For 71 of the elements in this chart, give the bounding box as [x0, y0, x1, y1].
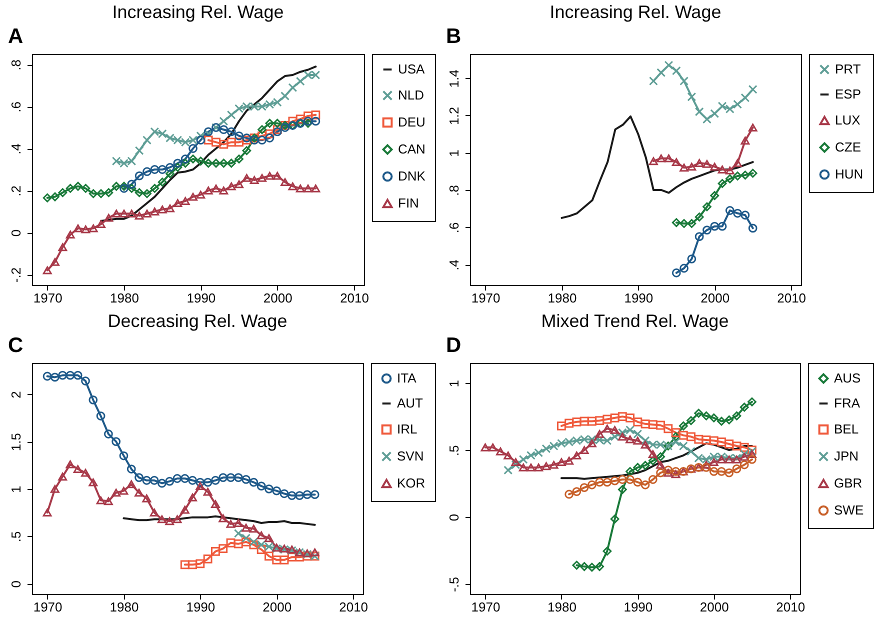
chart-title: Mixed Trend Rel. Wage — [541, 311, 729, 331]
x-tick-label: 1980 — [547, 600, 576, 614]
legend-label: DNK — [398, 168, 426, 184]
x-tick-label: 2010 — [777, 290, 806, 306]
x-tick-label: 1990 — [624, 290, 654, 306]
x-tick-label: 1980 — [110, 600, 139, 614]
y-tick-label: 1.4 — [446, 70, 462, 88]
legend-label: CAN — [398, 142, 426, 156]
legend-label: AUS — [834, 370, 862, 386]
legend-label: HUN — [835, 166, 864, 182]
y-tick-label: 2 — [8, 391, 24, 398]
legend-label: NLD — [398, 88, 424, 102]
legend-label: BEL — [834, 422, 859, 436]
x-tick-label: 1970 — [471, 600, 500, 614]
legend-label: DEU — [398, 114, 426, 130]
chart-title: Increasing Rel. Wage — [550, 2, 722, 22]
chart-title: Increasing Rel. Wage — [112, 2, 284, 22]
legend-label: GBR — [834, 476, 862, 490]
x-tick-label: 2000 — [700, 600, 729, 614]
y-tick-label: 0 — [8, 580, 24, 588]
y-tick-label: .5 — [446, 445, 462, 456]
y-tick-label: .4 — [8, 144, 24, 154]
legend-label: ESP — [835, 86, 862, 102]
x-tick-label: 1990 — [624, 600, 653, 614]
y-tick-label: .8 — [8, 60, 24, 70]
x-tick-label: 1990 — [186, 600, 216, 614]
legend-label: FRA — [834, 396, 860, 410]
x-tick-label: 2000 — [263, 290, 292, 306]
y-tick-label: -.2 — [8, 267, 24, 283]
text: B — [446, 25, 462, 48]
x-tick-label: 2010 — [776, 600, 806, 614]
y-tick-label: 1.5 — [8, 433, 24, 452]
legend-label: CZE — [835, 140, 862, 154]
y-tick-label: .2 — [8, 186, 24, 196]
x-tick-label: 2000 — [262, 600, 292, 614]
text: D — [446, 334, 462, 357]
legend-label: SVN — [397, 448, 424, 464]
legend-label: ITA — [397, 370, 417, 386]
x-tick-label: 1990 — [186, 290, 216, 306]
legend-label: USA — [398, 62, 426, 76]
x-tick-label: 1970 — [33, 290, 62, 306]
legend-label: KOR — [397, 476, 426, 490]
y-tick-label: 0 — [446, 514, 462, 522]
y-tick-label: .4 — [446, 260, 462, 270]
y-tick-label: 1 — [446, 150, 462, 157]
y-tick-label: .6 — [446, 222, 462, 234]
y-tick-label: .8 — [446, 185, 462, 196]
legend-label: LUX — [835, 112, 861, 128]
legend-label: IRL — [397, 422, 418, 436]
x-tick-label: 2010 — [340, 290, 369, 306]
y-tick-label: 1 — [8, 486, 24, 494]
x-tick-label: 2000 — [700, 290, 730, 306]
legend-label: FIN — [398, 196, 419, 210]
chart-title: Decreasing Rel. Wage — [108, 311, 288, 331]
text: C — [8, 334, 24, 357]
legend-label: AUT — [397, 396, 424, 410]
text: A — [8, 25, 24, 48]
legend-label: PRT — [835, 62, 861, 76]
y-tick-label: 1.2 — [446, 106, 462, 126]
x-tick-label: 1970 — [471, 290, 500, 306]
legend-label: JPN — [834, 448, 859, 464]
x-tick-label: 1980 — [110, 290, 139, 306]
y-tick-label: -.5 — [446, 576, 462, 592]
y-tick-label: .5 — [8, 531, 24, 542]
x-tick-label: 1970 — [33, 600, 62, 614]
y-tick-label: .6 — [8, 102, 24, 112]
legend-label: SWE — [834, 502, 864, 518]
x-tick-label: 2010 — [339, 600, 368, 614]
y-tick-label: 1 — [446, 380, 462, 388]
x-tick-label: 1980 — [548, 290, 577, 306]
y-tick-label: 0 — [8, 229, 24, 237]
